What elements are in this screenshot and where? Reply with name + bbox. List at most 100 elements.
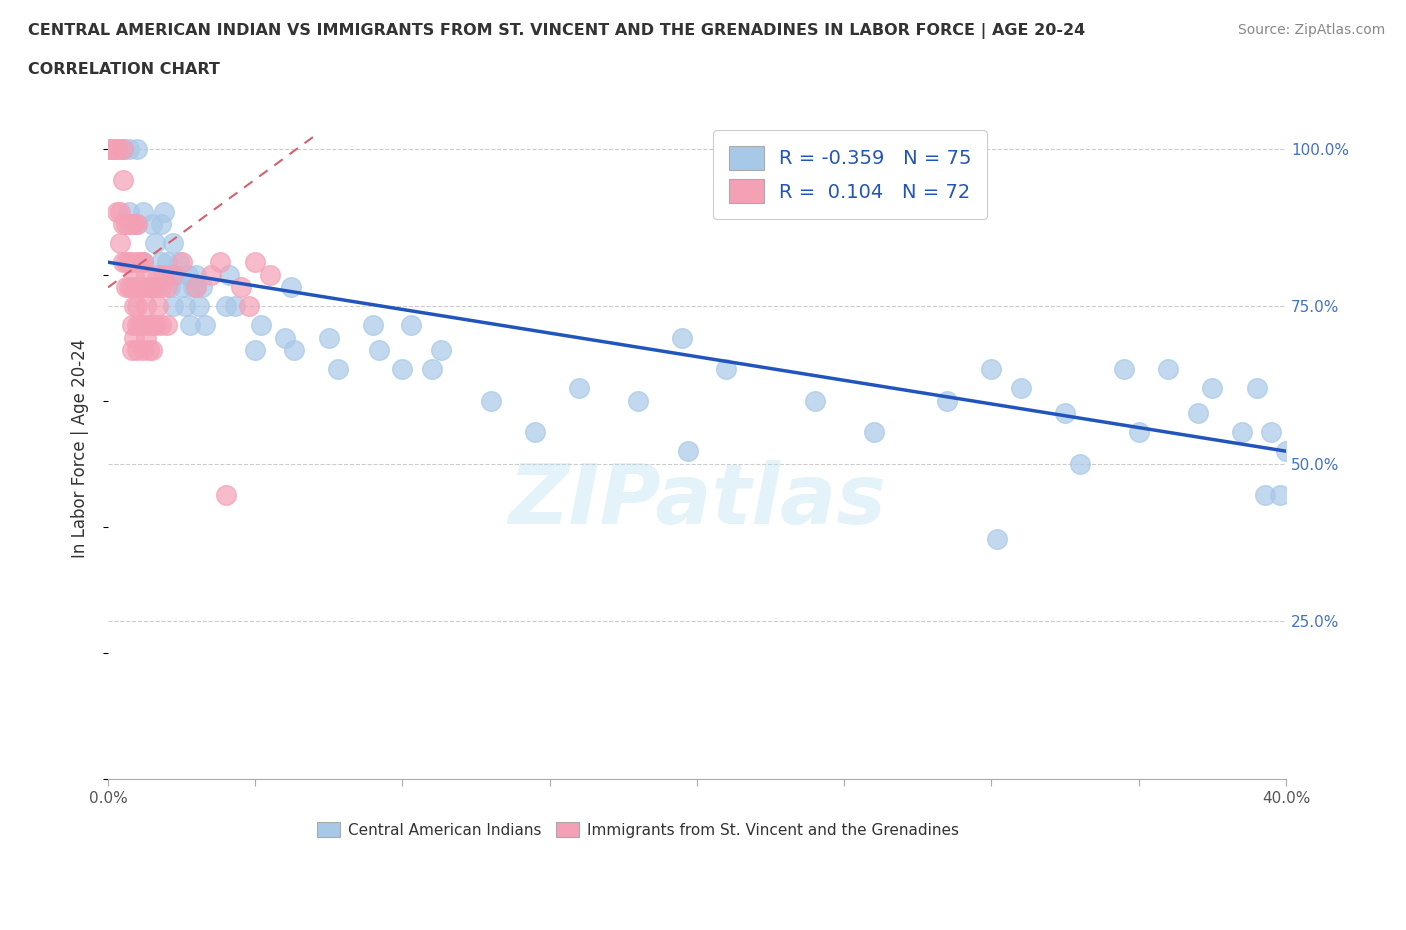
Point bbox=[111, 255, 134, 270]
Point bbox=[135, 330, 157, 345]
Point bbox=[105, 205, 128, 219]
Point bbox=[803, 393, 825, 408]
Point bbox=[259, 267, 281, 282]
Point bbox=[100, 141, 122, 156]
Point bbox=[862, 425, 884, 440]
Text: CORRELATION CHART: CORRELATION CHART bbox=[28, 62, 219, 77]
Point bbox=[188, 299, 211, 313]
Point bbox=[138, 343, 160, 358]
Point bbox=[127, 343, 149, 358]
Point bbox=[716, 362, 738, 377]
Point bbox=[143, 236, 166, 251]
Point bbox=[124, 299, 146, 313]
Point bbox=[97, 141, 120, 156]
Point bbox=[936, 393, 959, 408]
Point bbox=[135, 299, 157, 313]
Point bbox=[124, 267, 146, 282]
Point bbox=[135, 267, 157, 282]
Point bbox=[111, 141, 134, 156]
Point bbox=[121, 217, 143, 232]
Point bbox=[173, 299, 195, 313]
Point bbox=[156, 318, 179, 333]
Point bbox=[117, 280, 139, 295]
Point bbox=[191, 280, 214, 295]
Point bbox=[117, 255, 139, 270]
Point bbox=[132, 205, 155, 219]
Point bbox=[124, 330, 146, 345]
Point bbox=[127, 255, 149, 270]
Point bbox=[1157, 362, 1180, 377]
Point bbox=[627, 393, 650, 408]
Point bbox=[159, 280, 181, 295]
Point bbox=[150, 318, 173, 333]
Point bbox=[224, 299, 246, 313]
Point bbox=[326, 362, 349, 377]
Point bbox=[1268, 488, 1291, 503]
Point bbox=[162, 267, 184, 282]
Point bbox=[105, 141, 128, 156]
Point bbox=[218, 267, 240, 282]
Point bbox=[132, 255, 155, 270]
Point bbox=[127, 280, 149, 295]
Point bbox=[280, 280, 302, 295]
Point bbox=[1112, 362, 1135, 377]
Point bbox=[153, 205, 176, 219]
Point bbox=[141, 280, 163, 295]
Point bbox=[479, 393, 502, 408]
Point bbox=[1010, 380, 1032, 395]
Text: ZIPatlas: ZIPatlas bbox=[508, 460, 886, 541]
Point bbox=[179, 318, 201, 333]
Point bbox=[170, 255, 193, 270]
Point bbox=[1254, 488, 1277, 503]
Point bbox=[97, 141, 120, 156]
Point bbox=[127, 217, 149, 232]
Point bbox=[121, 280, 143, 295]
Point bbox=[146, 267, 169, 282]
Point bbox=[283, 343, 305, 358]
Point bbox=[117, 205, 139, 219]
Point bbox=[132, 255, 155, 270]
Point bbox=[103, 141, 125, 156]
Point bbox=[986, 532, 1008, 547]
Point bbox=[1069, 457, 1091, 472]
Point bbox=[105, 141, 128, 156]
Point bbox=[129, 280, 152, 295]
Point bbox=[111, 141, 134, 156]
Legend: Central American Indians, Immigrants from St. Vincent and the Grenadines: Central American Indians, Immigrants fro… bbox=[311, 816, 965, 844]
Point bbox=[138, 280, 160, 295]
Point bbox=[245, 255, 267, 270]
Point bbox=[245, 343, 267, 358]
Point bbox=[186, 280, 208, 295]
Point bbox=[121, 318, 143, 333]
Point bbox=[111, 217, 134, 232]
Text: Source: ZipAtlas.com: Source: ZipAtlas.com bbox=[1237, 23, 1385, 37]
Point bbox=[129, 318, 152, 333]
Point bbox=[208, 255, 231, 270]
Point bbox=[138, 318, 160, 333]
Point bbox=[103, 141, 125, 156]
Point bbox=[97, 141, 120, 156]
Point bbox=[671, 330, 693, 345]
Point bbox=[132, 318, 155, 333]
Point bbox=[121, 255, 143, 270]
Point bbox=[124, 217, 146, 232]
Point bbox=[183, 280, 205, 295]
Point bbox=[132, 255, 155, 270]
Point bbox=[368, 343, 391, 358]
Point bbox=[1246, 380, 1268, 395]
Point bbox=[1201, 380, 1223, 395]
Point bbox=[150, 280, 173, 295]
Point bbox=[127, 217, 149, 232]
Point bbox=[114, 280, 136, 295]
Point bbox=[1260, 425, 1282, 440]
Point bbox=[111, 173, 134, 188]
Point bbox=[273, 330, 295, 345]
Point bbox=[111, 141, 134, 156]
Point bbox=[176, 267, 198, 282]
Point bbox=[361, 318, 384, 333]
Point bbox=[676, 444, 699, 458]
Point bbox=[143, 318, 166, 333]
Point bbox=[318, 330, 340, 345]
Point bbox=[186, 280, 208, 295]
Point bbox=[156, 280, 179, 295]
